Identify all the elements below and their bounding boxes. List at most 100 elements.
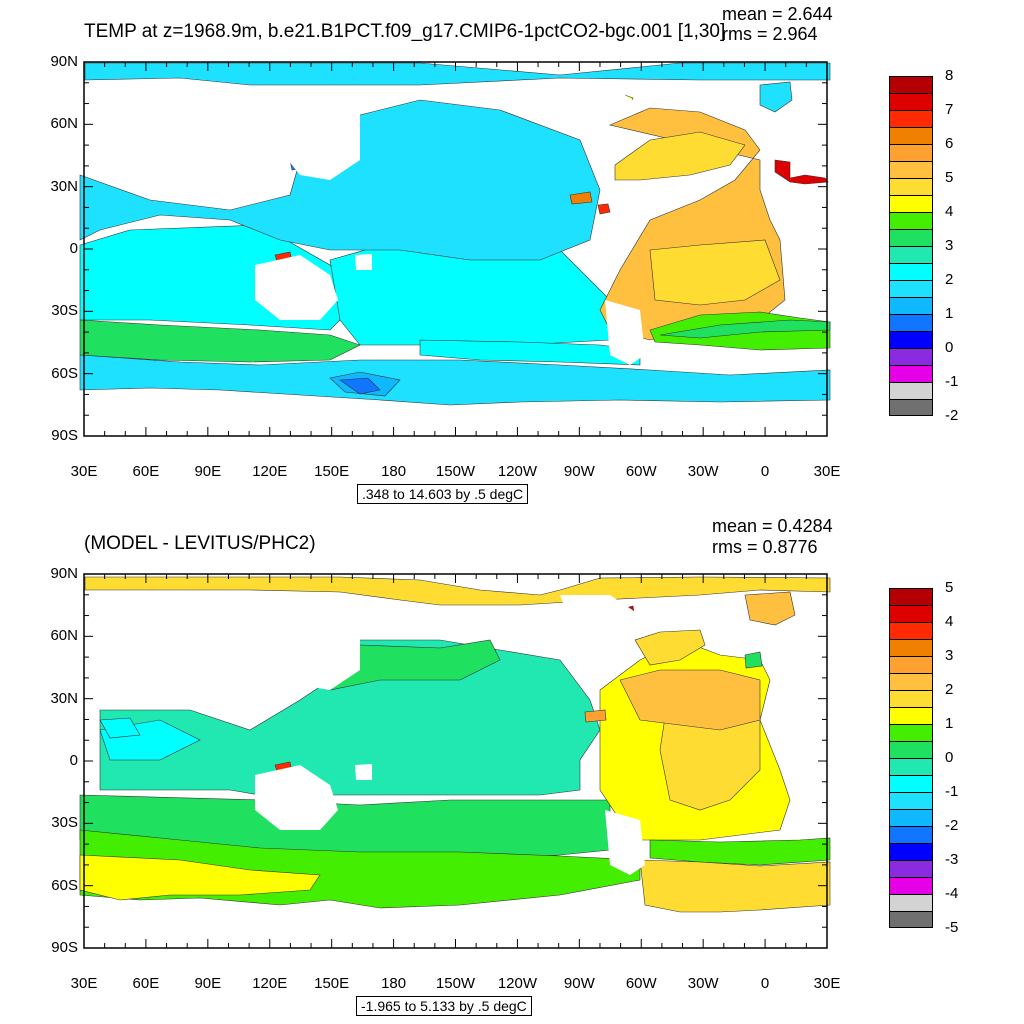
colorbar-box (889, 161, 933, 178)
colorbar-box (889, 263, 933, 280)
contour-region (759, 81, 793, 113)
colorbar-box (889, 178, 933, 195)
lat-label: 30S (51, 814, 78, 832)
colorbar-label: -1 (945, 373, 959, 390)
top-map-fills (79, 62, 831, 406)
lon-label: 180 (381, 463, 407, 480)
colorbar-box (889, 758, 933, 775)
contour-region (614, 131, 746, 181)
colorbar-box (889, 809, 933, 826)
colorbar-box (889, 365, 933, 382)
land-mask (560, 595, 640, 628)
contour-region (79, 99, 601, 261)
colorbar-box (889, 860, 933, 877)
land-mask (280, 110, 360, 180)
colorbar-box (889, 707, 933, 724)
lon-label: 30E (813, 975, 841, 992)
lat-label: 90S (51, 939, 78, 956)
bottom-map-contour-caption: -1.965 to 5.133 by .5 degC (356, 996, 532, 1016)
colorbar-label: -2 (945, 817, 959, 834)
colorbar-label: -2 (945, 407, 959, 424)
top-map-mean: mean = 2.644 (722, 4, 833, 24)
colorbar-box (889, 741, 933, 758)
colorbar-box (889, 792, 933, 809)
colorbar-label: 3 (945, 647, 954, 664)
colorbar-box (889, 212, 933, 229)
colorbar-box (889, 110, 933, 127)
land-mask (355, 254, 372, 270)
lon-label: 0 (760, 975, 770, 992)
colorbar-box (889, 76, 933, 93)
lon-label: 30E (70, 975, 98, 992)
lon-label: 30W (687, 463, 719, 480)
colorbar-label: 7 (945, 101, 954, 118)
lon-label: 90E (194, 975, 222, 992)
colorbar-box (889, 911, 933, 928)
lon-label: 60W (625, 463, 657, 480)
colorbar-box (889, 775, 933, 792)
contour-region (597, 203, 611, 215)
colorbar-box (889, 331, 933, 348)
colorbar-box (889, 127, 933, 144)
colorbar-label: -4 (945, 885, 959, 902)
top-map-rms: rms = 2.964 (722, 24, 818, 44)
lat-label: 60N (50, 115, 78, 133)
lon-label: 120E (252, 463, 288, 480)
lon-label: 90W (563, 975, 595, 992)
colorbar-box (889, 843, 933, 860)
contour-region (584, 709, 607, 723)
colorbar-label: 6 (945, 135, 954, 152)
contour-region (99, 717, 141, 739)
bottom-map-colorbar: 5 4 3 2 1 0 -1 -2 -3 -4 -5 (889, 580, 969, 936)
lon-label: 120E (252, 975, 288, 992)
bottom-map-title: (MODEL - LEVITUS/PHC2) (84, 533, 316, 554)
colorbar-box (889, 314, 933, 331)
colorbar-label: 1 (945, 715, 954, 732)
bottom-map-canvas (79, 573, 831, 949)
colorbar-label: 1 (945, 305, 954, 322)
lon-label: 150E (314, 975, 350, 992)
contour-region (639, 859, 831, 913)
colorbar-label: 5 (945, 579, 954, 596)
bottom-map-fills (79, 576, 831, 913)
lon-label: 60W (625, 975, 657, 992)
colorbar-box (889, 656, 933, 673)
lat-label: 90S (51, 427, 78, 444)
lon-label: 60E (132, 975, 160, 992)
bottom-map-rms: rms = 0.8776 (712, 537, 818, 557)
lon-label: 150W (435, 463, 476, 480)
colorbar-box (889, 588, 933, 605)
colorbar-label: -1 (945, 783, 959, 800)
colorbar-box (889, 399, 933, 416)
colorbar-label: -5 (945, 919, 959, 936)
lat-label: 30N (50, 689, 78, 707)
colorbar-box (889, 639, 933, 656)
colorbar-box (889, 144, 933, 161)
contour-region (744, 591, 796, 626)
top-map-panel: TEMP at z=1968.9m, b.e21.B1PCT.f09_g17.C… (50, 4, 959, 504)
land-mask (605, 300, 645, 365)
lon-label: 120W (497, 975, 537, 992)
colorbar-box (889, 93, 933, 110)
lon-label: 30W (687, 975, 719, 992)
colorbar-box (889, 622, 933, 639)
bottom-map-ticks (83, 573, 828, 949)
lat-label: 90N (50, 565, 78, 582)
contour-region (339, 377, 381, 395)
lat-label: 90N (50, 53, 78, 70)
lon-label: 30E (813, 463, 841, 480)
land-mask (255, 255, 338, 320)
colorbar-label: 4 (945, 203, 954, 220)
colorbar-label: 4 (945, 613, 954, 630)
contour-region (84, 62, 831, 86)
lat-label: 0 (69, 752, 78, 769)
contour-region (634, 629, 706, 666)
contour-region (619, 669, 761, 731)
top-map-ticks (83, 61, 828, 437)
contour-region (649, 837, 831, 866)
land-mask (255, 765, 338, 830)
colorbar-box (889, 724, 933, 741)
lon-label: 90E (194, 463, 222, 480)
colorbar-box (889, 690, 933, 707)
colorbar-label: 8 (945, 67, 954, 84)
